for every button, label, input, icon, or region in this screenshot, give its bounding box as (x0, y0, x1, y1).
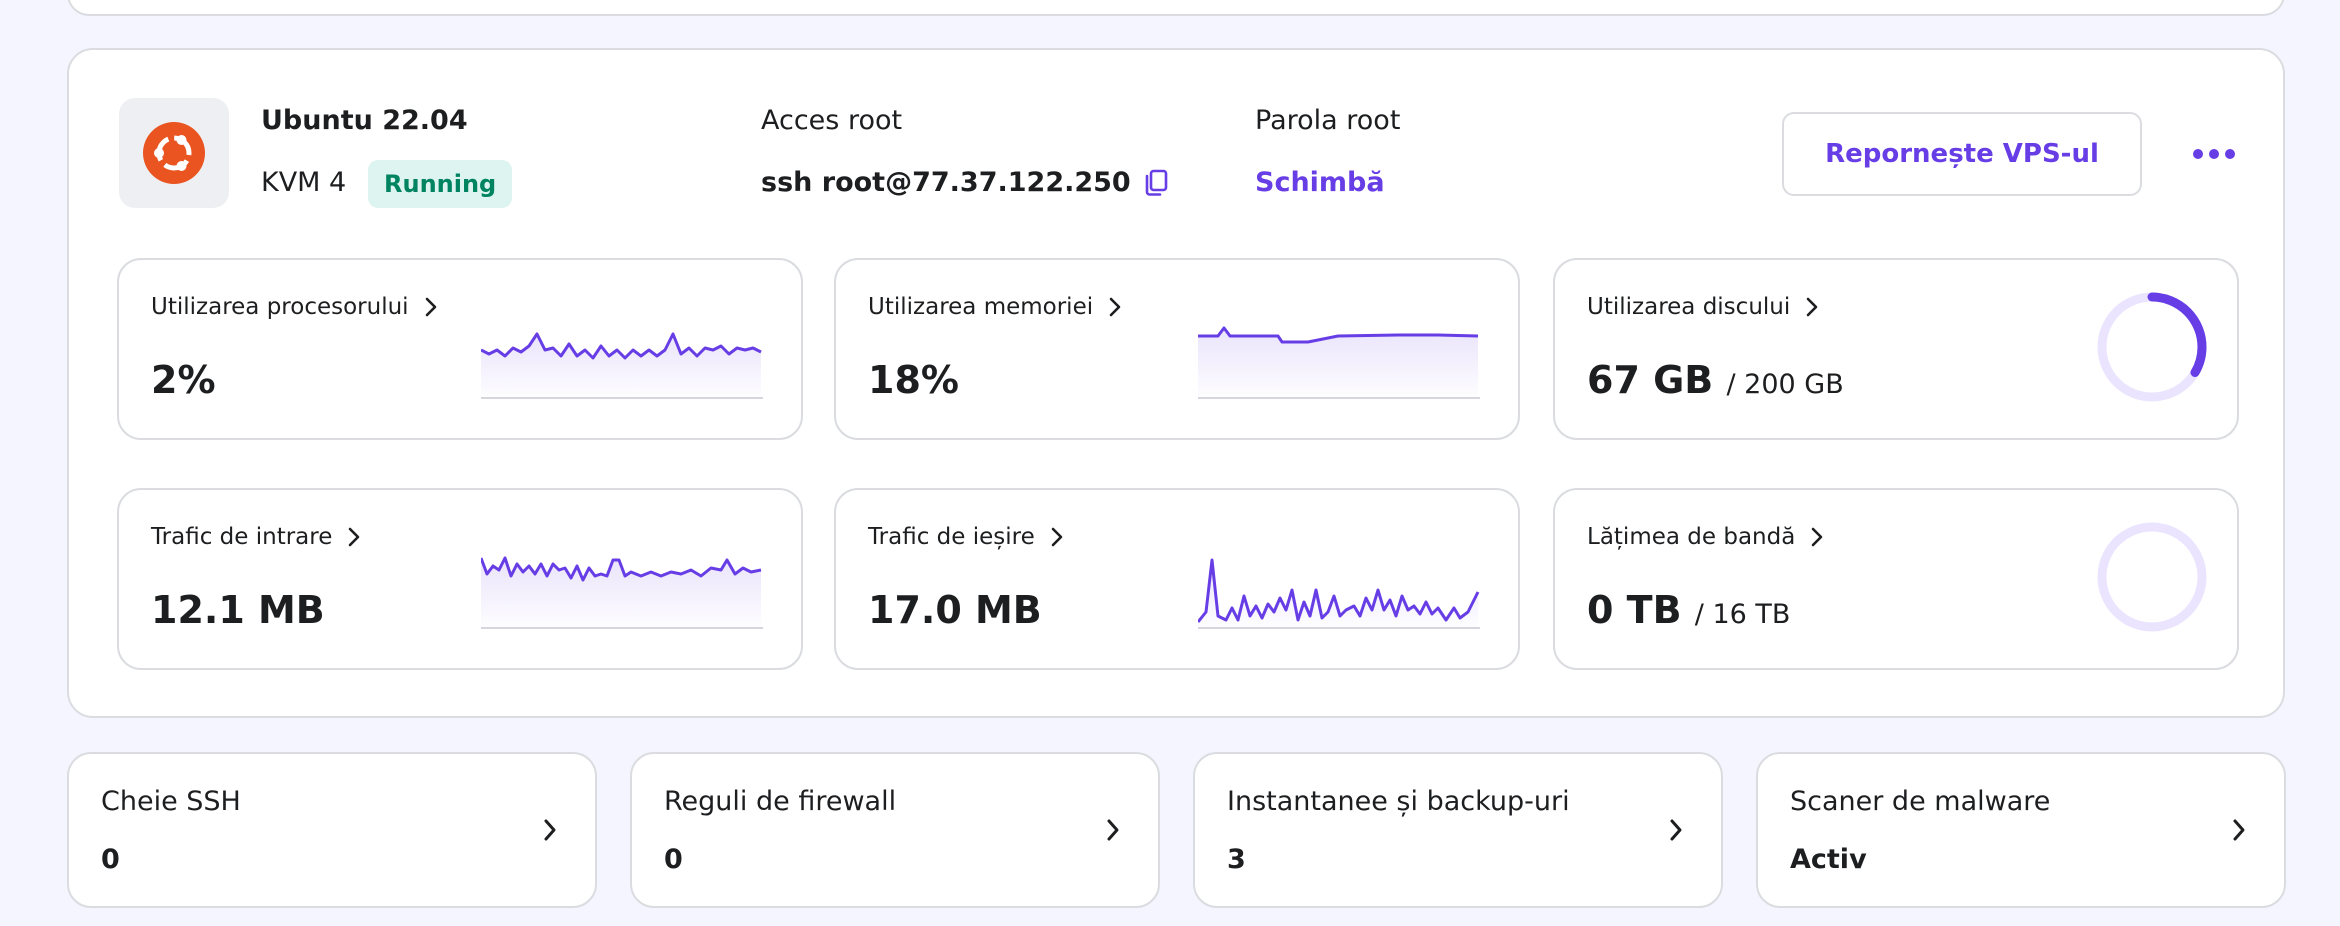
firewall-rules-card[interactable]: Reguli de firewall 0 (630, 752, 1160, 908)
plan-name: KVM 4 (261, 167, 347, 198)
disk-usage-donut (2097, 292, 2207, 402)
disk-usage-value: 67 GB / 200 GB (1587, 358, 1844, 402)
root-access-label: Acces root (761, 105, 903, 136)
copy-icon[interactable] (1143, 169, 1169, 197)
bandwidth-value: 0 TB / 16 TB (1587, 588, 1791, 632)
disk-total: / 200 GB (1726, 369, 1844, 400)
chevron-right-icon (1806, 297, 1818, 317)
chevron-right-icon (544, 819, 556, 841)
ssh-keys-title: Cheie SSH (101, 786, 241, 817)
cpu-usage-value: 2% (151, 358, 216, 402)
disk-usage-card[interactable]: Utilizarea discului 67 GB / 200 GB (1553, 258, 2239, 440)
chevron-right-icon (1109, 297, 1121, 317)
bandwidth-donut (2097, 522, 2207, 632)
outgoing-traffic-title[interactable]: Trafic de ieșire (868, 524, 1063, 550)
memory-usage-value: 18% (868, 358, 959, 402)
root-access-value: ssh root@77.37.122.250 (761, 167, 1169, 198)
chevron-right-icon (1670, 819, 1682, 841)
outgoing-traffic-sparkline (1198, 558, 1480, 629)
vps-overview-card: Ubuntu 22.04 KVM 4 Running Acces root ss… (67, 48, 2285, 718)
snapshots-backups-card[interactable]: Instantanee și backup-uri 3 (1193, 752, 1723, 908)
chevron-right-icon (1107, 819, 1119, 841)
disk-usage-title[interactable]: Utilizarea discului (1587, 294, 1818, 320)
bandwidth-total: / 16 TB (1694, 599, 1791, 630)
outgoing-traffic-value: 17.0 MB (868, 588, 1042, 632)
os-name: Ubuntu 22.04 (261, 105, 468, 136)
snapshots-backups-title: Instantanee și backup-uri (1227, 786, 1570, 817)
firewall-rules-count: 0 (664, 844, 683, 875)
os-logo (119, 98, 229, 208)
firewall-rules-title: Reguli de firewall (664, 786, 897, 817)
change-password-link[interactable]: Schimbă (1255, 167, 1385, 198)
chevron-right-icon (2233, 819, 2245, 841)
restart-vps-button[interactable]: Repornește VPS-ul (1782, 112, 2142, 196)
malware-scanner-card[interactable]: Scaner de malware Activ (1756, 752, 2286, 908)
chevron-right-icon (1051, 527, 1063, 547)
malware-scanner-title: Scaner de malware (1790, 786, 2051, 817)
memory-sparkline (1198, 326, 1480, 399)
ubuntu-logo-icon (143, 122, 205, 184)
chevron-right-icon (1812, 527, 1823, 547)
status-badge: Running (368, 160, 513, 208)
chevron-right-icon (425, 297, 436, 317)
memory-usage-card[interactable]: Utilizarea memoriei 18% (834, 258, 1520, 440)
chevron-right-icon (349, 527, 360, 547)
incoming-traffic-card[interactable]: Trafic de intrare 12.1 MB (117, 488, 803, 670)
ssh-keys-card[interactable]: Cheie SSH 0 (67, 752, 597, 908)
malware-scanner-status: Activ (1790, 844, 1867, 875)
previous-card (67, 0, 2285, 16)
outgoing-traffic-card[interactable]: Trafic de ieșire 17.0 MB (834, 488, 1520, 670)
root-password-label: Parola root (1255, 105, 1401, 136)
ssh-command: ssh root@77.37.122.250 (761, 167, 1131, 198)
bandwidth-card[interactable]: Lățimea de bandă 0 TB / 16 TB (1553, 488, 2239, 670)
bandwidth-title[interactable]: Lățimea de bandă (1587, 524, 1823, 550)
incoming-traffic-value: 12.1 MB (151, 588, 325, 632)
memory-usage-title[interactable]: Utilizarea memoriei (868, 294, 1121, 320)
cpu-usage-title[interactable]: Utilizarea procesorului (151, 294, 437, 320)
incoming-traffic-sparkline (481, 556, 763, 629)
ssh-keys-count: 0 (101, 844, 120, 875)
more-horizontal-icon[interactable] (2184, 134, 2244, 174)
cpu-sparkline (481, 332, 763, 399)
incoming-traffic-title[interactable]: Trafic de intrare (151, 524, 360, 550)
cpu-usage-card[interactable]: Utilizarea procesorului 2% (117, 258, 803, 440)
snapshots-backups-count: 3 (1227, 844, 1246, 875)
